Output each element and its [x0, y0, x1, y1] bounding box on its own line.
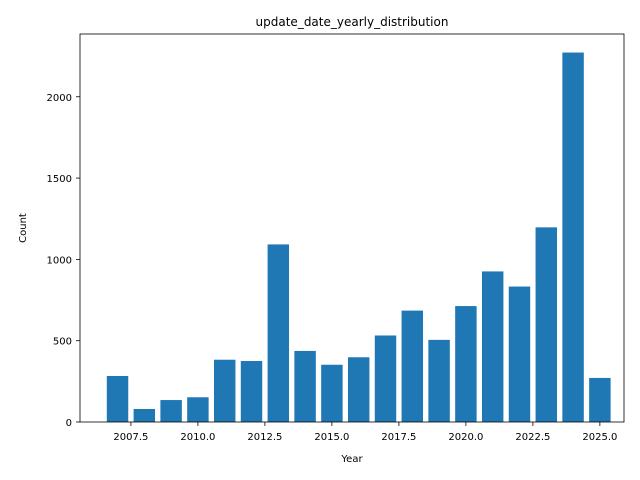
x-tick-label: 2015.0 — [314, 432, 349, 443]
bars-group — [106, 52, 611, 422]
x-tick-label: 2012.5 — [247, 432, 282, 443]
y-tick-label: 1000 — [47, 255, 72, 266]
x-tick-label: 2025.0 — [582, 432, 617, 443]
bar-2025 — [589, 377, 611, 422]
plot-frame — [79, 33, 625, 423]
bar-2018 — [401, 310, 424, 422]
x-tick-label: 2022.5 — [515, 432, 550, 443]
bar-2010 — [187, 397, 209, 422]
y-axis-label: Count — [18, 213, 29, 243]
bar-2022 — [508, 286, 531, 422]
x-tick-label: 2007.5 — [113, 432, 148, 443]
y-tick-label: 500 — [53, 337, 72, 348]
bar-2024 — [562, 52, 584, 422]
bar-2023 — [535, 227, 558, 422]
y-tick-label: 0 — [66, 418, 72, 429]
x-tick-label: 2017.5 — [381, 432, 416, 443]
x-axis-ticks: 2007.5 2010.0 2012.5 2015.0 2017.5 2020.0 2022… — [113, 422, 617, 443]
y-axis-ticks: 0 500 1000 1500 2000 — [47, 93, 80, 429]
y-tick-label: 2000 — [47, 93, 72, 104]
bar-2009 — [160, 400, 182, 422]
bar-2007 — [106, 375, 129, 422]
chart-title: update_date_yearly_distribution — [256, 15, 449, 29]
x-axis-label: Year — [340, 454, 363, 465]
bar-2020 — [455, 306, 477, 422]
bar-2016 — [347, 357, 370, 422]
x-tick-label: 2010.0 — [180, 432, 215, 443]
bar-2013 — [267, 244, 290, 422]
bar-2017 — [374, 335, 397, 422]
x-tick-label: 2020.0 — [448, 432, 483, 443]
bar-2008 — [133, 408, 156, 422]
bar-2011 — [213, 359, 236, 422]
bar-2021 — [481, 271, 504, 422]
bar-2015 — [321, 364, 343, 422]
bar-2019 — [428, 339, 450, 422]
bar-2014 — [294, 350, 316, 422]
bar-2012 — [240, 361, 263, 422]
y-tick-label: 1500 — [47, 174, 72, 185]
